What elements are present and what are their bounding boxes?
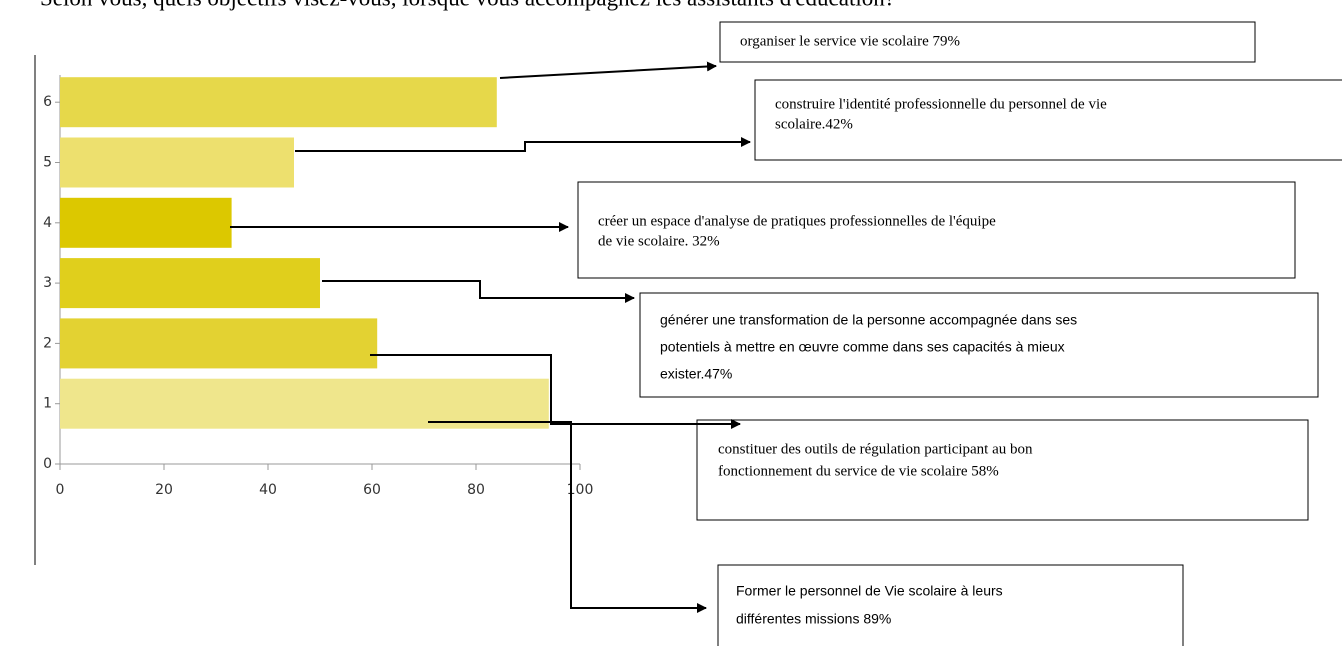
bar bbox=[60, 378, 549, 429]
bar bbox=[60, 137, 294, 188]
y-tick-label: 6 bbox=[43, 94, 52, 110]
bar bbox=[60, 318, 378, 369]
annotation-text: Former le personnel de Vie scolaire à le… bbox=[736, 583, 1003, 599]
y-tick-label: 3 bbox=[43, 275, 52, 291]
arrows bbox=[230, 61, 751, 613]
annotation-box bbox=[717, 564, 1184, 646]
x-tick-label: 80 bbox=[467, 482, 485, 498]
annotation-text: constituer des outils de régulation part… bbox=[718, 441, 1033, 457]
annotation-box bbox=[719, 21, 1256, 63]
annotation-text: fonctionnement du service de vie scolair… bbox=[718, 463, 999, 479]
bar bbox=[60, 258, 320, 309]
annotation-text: créer un espace d'analyse de pratiques p… bbox=[598, 213, 996, 229]
chart-title: Selon vous, quels objectifs visez-vous, … bbox=[40, 0, 895, 10]
y-tick-label: 1 bbox=[43, 396, 52, 412]
annotation-box bbox=[754, 79, 1342, 161]
y-tick-label: 5 bbox=[43, 155, 52, 171]
y-tick-label: 2 bbox=[43, 335, 52, 351]
annotation-text: de vie scolaire. 32% bbox=[598, 233, 720, 249]
annotation-text: générer une transformation de la personn… bbox=[660, 312, 1077, 328]
annotation-box bbox=[696, 419, 1309, 521]
annotation-text: exister.47% bbox=[660, 366, 732, 382]
x-tick-label: 60 bbox=[363, 482, 381, 498]
y-tick-label: 0 bbox=[43, 456, 52, 472]
bar bbox=[60, 77, 497, 128]
x-tick-label: 20 bbox=[155, 482, 173, 498]
y-tick-label: 4 bbox=[43, 215, 52, 231]
x-tick-label: 100 bbox=[567, 482, 594, 498]
x-tick-label: 40 bbox=[259, 482, 277, 498]
x-tick-label: 0 bbox=[56, 482, 65, 498]
bar bbox=[60, 197, 232, 248]
annotation-box bbox=[577, 181, 1296, 279]
annotation-text: construire l'identité professionnelle du… bbox=[775, 96, 1107, 112]
annotation-text: organiser le service vie scolaire 79% bbox=[740, 33, 960, 49]
annotation-box bbox=[639, 292, 1319, 398]
annotation-text: scolaire.42% bbox=[775, 116, 853, 132]
annotation-text: différentes missions 89% bbox=[736, 611, 891, 627]
annotation-text: potentiels à mettre en œuvre comme dans … bbox=[660, 339, 1065, 355]
